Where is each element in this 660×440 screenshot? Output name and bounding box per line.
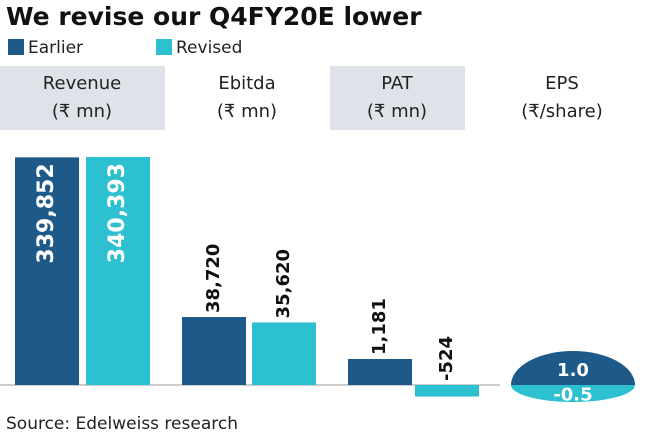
bar (86, 157, 150, 385)
category-unit: (₹ mn) (367, 101, 427, 122)
value-label: 340,393 (105, 163, 130, 263)
bar (15, 157, 79, 385)
chart-title: We revise our Q4FY20E lower (6, 2, 422, 31)
half-disc (511, 351, 635, 385)
value-label: 35,620 (273, 249, 294, 318)
category-unit: (₹/share) (521, 101, 602, 122)
value-label: 38,720 (203, 244, 224, 313)
category-label: Revenue (43, 73, 121, 94)
category-label: PAT (381, 73, 414, 94)
source: Source: Edelweiss research (6, 414, 238, 434)
header-panel (330, 66, 465, 130)
bar (415, 385, 479, 397)
category-unit: (₹ mn) (217, 101, 277, 122)
value-label: 339,852 (34, 163, 59, 263)
bar (348, 359, 412, 385)
value-label: 1.0 (557, 360, 589, 381)
category-label: EPS (545, 73, 579, 94)
value-label: -524 (436, 336, 457, 381)
legend-label: Revised (176, 38, 242, 58)
bar (252, 322, 316, 385)
category-unit: (₹ mn) (52, 101, 112, 122)
header-panel (0, 66, 165, 130)
legend-swatch (8, 39, 24, 55)
half-disc (511, 385, 635, 402)
bar (182, 317, 246, 385)
category-label: Ebitda (218, 73, 275, 94)
value-label: 1,181 (369, 298, 390, 355)
value-label: -0.5 (553, 385, 592, 406)
legend-swatch (156, 39, 172, 55)
legend-label: Earlier (28, 38, 83, 58)
